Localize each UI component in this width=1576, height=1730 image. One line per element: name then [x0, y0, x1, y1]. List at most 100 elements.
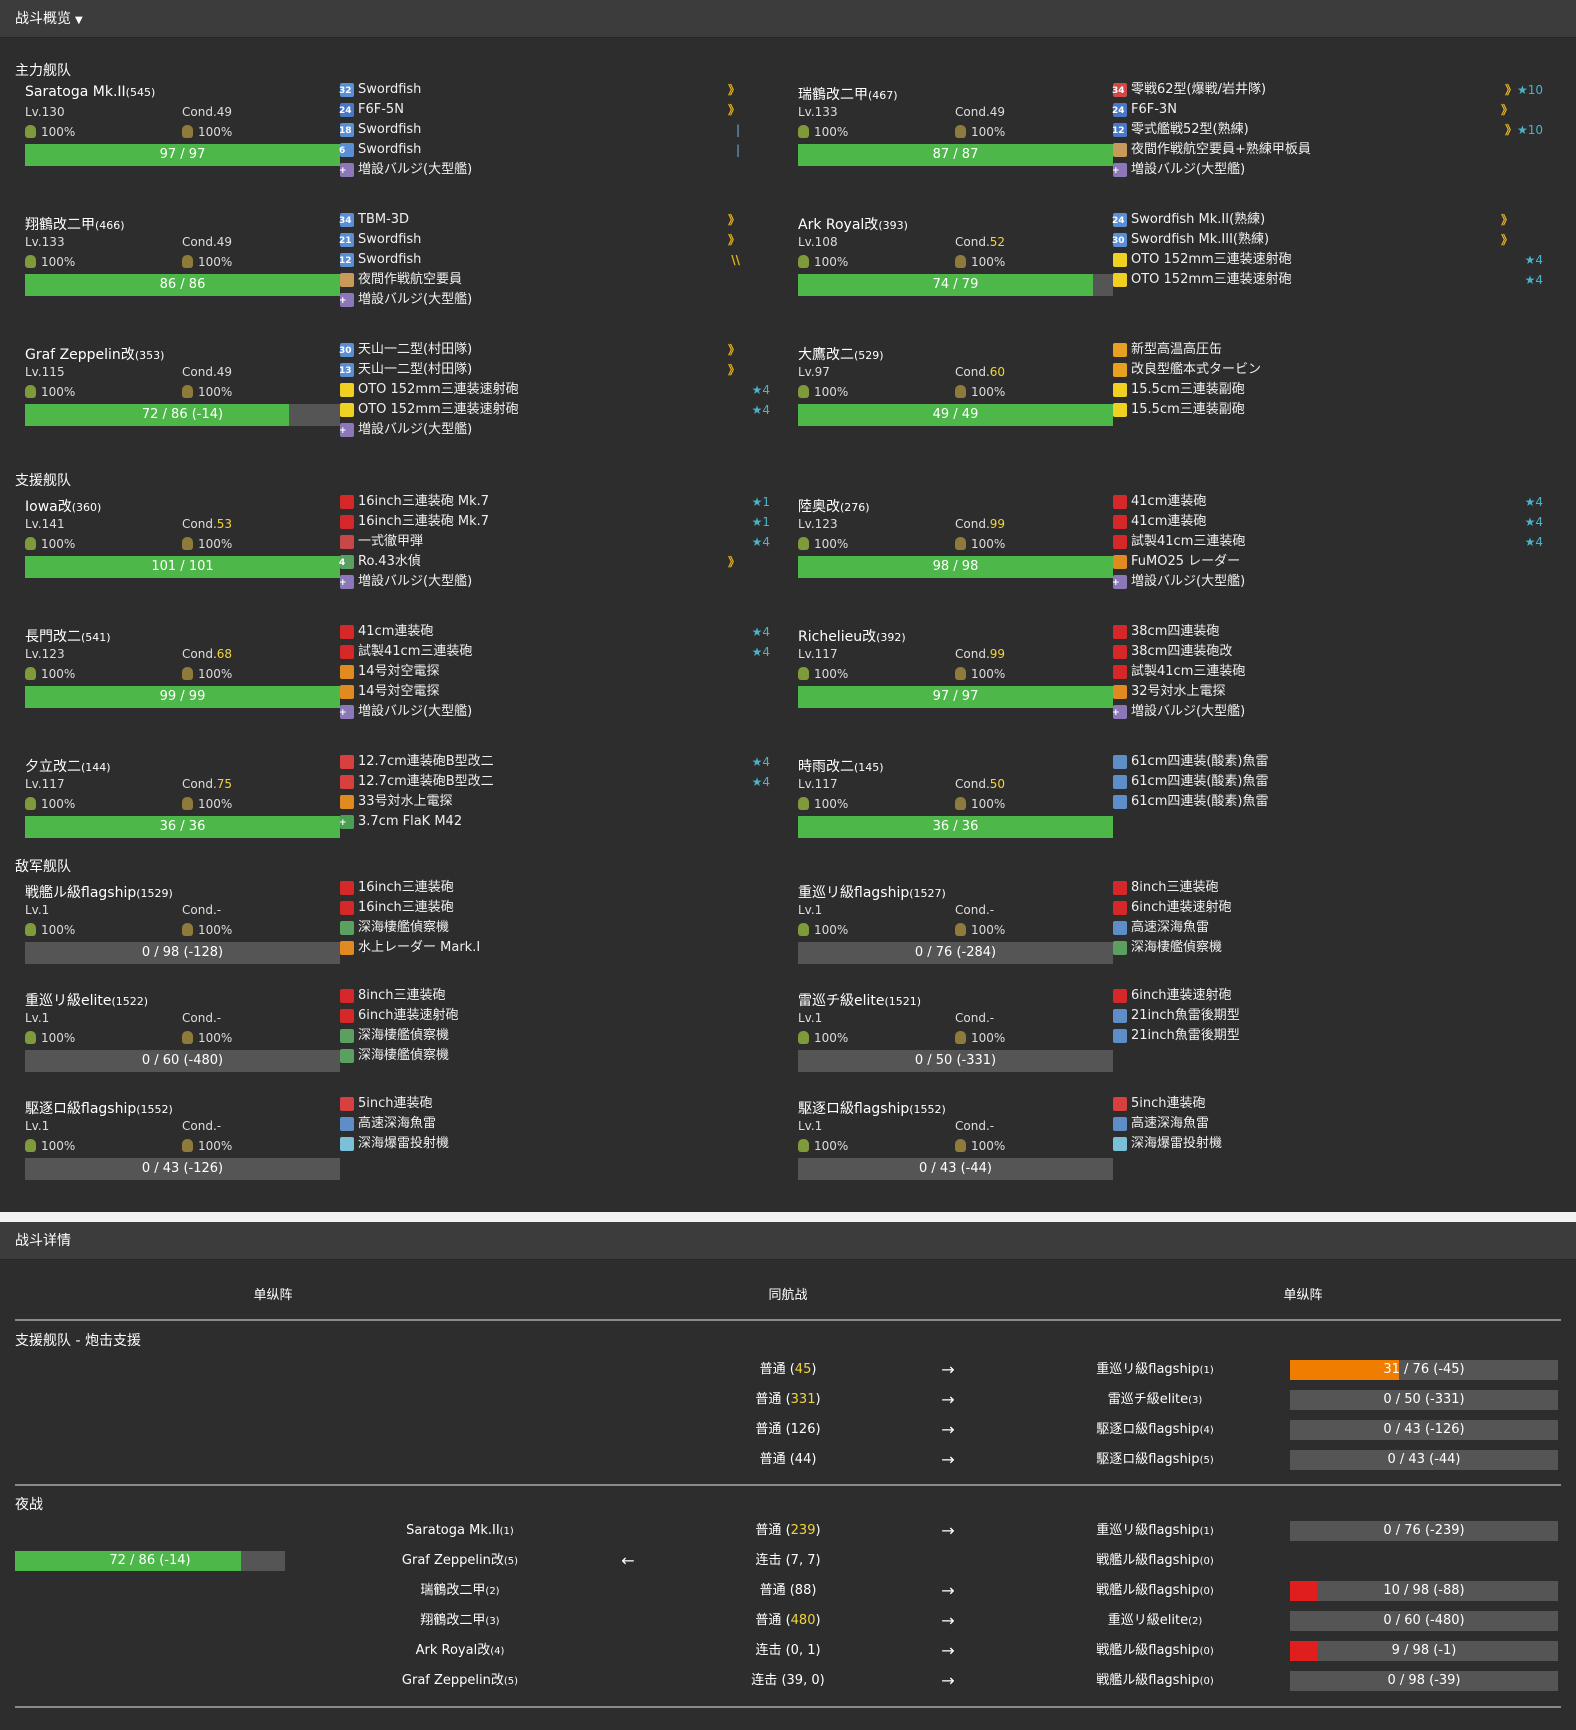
equipment-slot[interactable]: 一式徹甲弾 ★4 — [340, 532, 770, 552]
equipment-slot[interactable]: 13 天山一二型(村田隊) 》 — [339, 360, 770, 380]
overview-header[interactable]: 战斗概览 ▼ — [0, 0, 1576, 38]
equipment-slot[interactable]: OTO 152mm三連装速射砲 ★4 — [340, 400, 770, 420]
equipment-slot[interactable]: 38cm四連装砲 — [1113, 622, 1543, 642]
equipment-slot[interactable]: 12 零式艦戦52型(熟練) 》★10 — [1112, 120, 1543, 140]
equipment-slot[interactable]: 34 TBM-3D 》 — [339, 210, 770, 230]
equipment-slot[interactable]: + 増設バルジ(大型艦) — [339, 702, 770, 722]
equipment-slot[interactable]: + 増設バルジ(大型艦) — [1112, 160, 1543, 180]
equipment-slot[interactable]: 6 Swordfish | — [339, 140, 770, 160]
equipment-slot[interactable]: 水上レーダー Mark.I — [340, 938, 770, 958]
equipment-slot[interactable]: 深海爆雷投射機 — [1113, 1134, 1543, 1154]
equipment-slot[interactable]: 16inch三連装砲 Mk.7 ★1 — [340, 512, 770, 532]
equipment-slot[interactable]: 8inch三連装砲 — [340, 986, 770, 1006]
equipment-slot[interactable]: 16inch三連装砲 Mk.7 ★1 — [340, 492, 770, 512]
equipment-slot[interactable]: 6inch連装速射砲 — [1113, 986, 1543, 1006]
equipment-slot[interactable]: 41cm連装砲 ★4 — [1113, 512, 1543, 532]
equipment-slot[interactable]: 改良型艦本式タービン — [1113, 360, 1543, 380]
equipment-slot[interactable]: OTO 152mm三連装速射砲 ★4 — [1113, 250, 1543, 270]
ship-name[interactable]: 夕立改二(144) — [25, 756, 111, 776]
equipment-slot[interactable]: + 増設バルジ(大型艦) — [339, 160, 770, 180]
ship-name[interactable]: 重巡リ級flagship(1527) — [798, 882, 946, 902]
ship-name[interactable]: Iowa改(360) — [25, 496, 101, 516]
equipment-slot[interactable]: 高速深海魚雷 — [1113, 1114, 1543, 1134]
ship-name[interactable]: Ark Royal改(393) — [798, 214, 908, 234]
equipment-slot[interactable]: 61cm四連装(酸素)魚雷 — [1113, 792, 1543, 812]
equipment-slot[interactable]: 41cm連装砲 ★4 — [340, 622, 770, 642]
equipment-slot[interactable]: 32 Swordfish 》 — [339, 80, 770, 100]
cond-label: Cond. — [955, 235, 990, 249]
details-header[interactable]: 战斗详情 — [0, 1222, 1576, 1260]
equipment-slot[interactable]: 4 Ro.43水偵 》 — [339, 552, 770, 572]
equipment-slot[interactable]: 6inch連装速射砲 — [1113, 898, 1543, 918]
ship-name[interactable]: Richelieu改(392) — [798, 626, 906, 646]
equipment-slot[interactable]: + 増設バルジ(大型艦) — [339, 290, 770, 310]
equipment-slot[interactable]: 16inch三連装砲 — [340, 898, 770, 918]
equipment-slot[interactable]: 15.5cm三連装副砲 — [1113, 400, 1543, 420]
details-title[interactable]: 战斗详情 — [15, 1233, 71, 1249]
ship-name[interactable]: 大鷹改二(529) — [798, 344, 884, 364]
equipment-slot[interactable]: + 増設バルジ(大型艦) — [1112, 572, 1543, 592]
ship-name[interactable]: 駆逐ロ級flagship(1552) — [25, 1098, 173, 1118]
equipment-slot[interactable]: 新型高温高圧缶 — [1113, 340, 1543, 360]
equipment-slot[interactable]: 8inch三連装砲 — [1113, 878, 1543, 898]
equipment-slot[interactable]: 30 天山一二型(村田隊) 》 — [339, 340, 770, 360]
equipment-slot[interactable]: OTO 152mm三連装速射砲 ★4 — [340, 380, 770, 400]
equipment-slot[interactable]: + 増設バルジ(大型艦) — [1112, 702, 1543, 722]
equipment-slot[interactable]: 15.5cm三連装副砲 — [1113, 380, 1543, 400]
equipment-slot[interactable]: 高速深海魚雷 — [1113, 918, 1543, 938]
equipment-slot[interactable]: 深海爆雷投射機 — [340, 1134, 770, 1154]
equipment-slot[interactable]: 21inch魚雷後期型 — [1113, 1006, 1543, 1026]
equipment-slot[interactable]: 夜間作戦航空要員+熟練甲板員 — [1113, 140, 1543, 160]
ship-name[interactable]: 時雨改二(145) — [798, 756, 884, 776]
ship-name[interactable]: Saratoga Mk.II(545) — [25, 84, 155, 100]
equipment-slot[interactable]: 34 零戦62型(爆戦/岩井隊) 》★10 — [1112, 80, 1543, 100]
overview-title[interactable]: 战斗概览 — [15, 11, 71, 27]
ship-name[interactable]: Graf Zeppelin改(353) — [25, 344, 164, 364]
ship-name[interactable]: 陸奥改(276) — [798, 496, 870, 516]
equipment-slot[interactable]: 12 Swordfish \\ — [339, 250, 770, 270]
equipment-slot[interactable]: 深海棲艦偵察機 — [340, 1046, 770, 1066]
equipment-slot[interactable]: 6inch連装速射砲 — [340, 1006, 770, 1026]
equipment-slot[interactable]: FuMO25 レーダー — [1113, 552, 1543, 572]
equipment-slot[interactable]: 41cm連装砲 ★4 — [1113, 492, 1543, 512]
equipment-slot[interactable]: 61cm四連装(酸素)魚雷 — [1113, 772, 1543, 792]
equipment-slot[interactable]: 14号対空電探 — [340, 662, 770, 682]
equipment-slot[interactable]: 32号対水上電探 — [1113, 682, 1543, 702]
equipment-slot[interactable]: 14号対空電探 — [340, 682, 770, 702]
ship-name[interactable]: 駆逐ロ級flagship(1552) — [798, 1098, 946, 1118]
ship-name[interactable]: 雷巡チ級elite(1521) — [798, 990, 921, 1010]
equipment-slot[interactable]: 61cm四連装(酸素)魚雷 — [1113, 752, 1543, 772]
equipment-slot[interactable]: +3.7cm FlaK M42 — [339, 812, 770, 832]
equipment-slot[interactable]: 試製41cm三連装砲 ★4 — [1113, 532, 1543, 552]
equipment-slot[interactable]: 21 Swordfish 》 — [339, 230, 770, 250]
equipment-slot[interactable]: 深海棲艦偵察機 — [340, 1026, 770, 1046]
equipment-slot[interactable]: 16inch三連装砲 — [340, 878, 770, 898]
ship-name[interactable]: 長門改二(541) — [25, 626, 111, 646]
equipment-slot[interactable]: 深海棲艦偵察機 — [1113, 938, 1543, 958]
equipment-slot[interactable]: 33号対水上電探 — [340, 792, 770, 812]
equipment-slot[interactable]: 24 F6F-3N 》 — [1112, 100, 1543, 120]
equipment-slot[interactable]: 深海棲艦偵察機 — [340, 918, 770, 938]
equipment-slot[interactable]: 24 F6F-5N 》 — [339, 100, 770, 120]
equipment-slot[interactable]: 18 Swordfish | — [339, 120, 770, 140]
equipment-slot[interactable]: 試製41cm三連装砲 ★4 — [340, 642, 770, 662]
equipment-slot[interactable]: OTO 152mm三連装速射砲 ★4 — [1113, 270, 1543, 290]
ship-name[interactable]: 重巡リ級elite(1522) — [25, 990, 148, 1010]
equipment-slot[interactable]: 高速深海魚雷 — [340, 1114, 770, 1134]
ship-name[interactable]: 翔鶴改二甲(466) — [25, 214, 125, 234]
equipment-slot[interactable]: 12.7cm連装砲B型改二 ★4 — [340, 772, 770, 792]
equipment-slot[interactable]: 24 Swordfish Mk.II(熟練) 》 — [1112, 210, 1543, 230]
ship-name[interactable]: 戦艦ル級flagship(1529) — [25, 882, 173, 902]
equipment-slot[interactable]: + 増設バルジ(大型艦) — [339, 420, 770, 440]
equipment-slot[interactable]: 試製41cm三連装砲 — [1113, 662, 1543, 682]
ship-name[interactable]: 瑞鶴改二甲(467) — [798, 84, 898, 104]
equipment-slot[interactable]: 21inch魚雷後期型 — [1113, 1026, 1543, 1046]
equipment-slot[interactable]: 12.7cm連装砲B型改二 ★4 — [340, 752, 770, 772]
equipment-slot[interactable]: 5inch連装砲 — [340, 1094, 770, 1114]
equipment-slot[interactable]: 夜間作戦航空要員 — [340, 270, 770, 290]
caret-down-icon[interactable]: ▼ — [75, 15, 83, 26]
equipment-slot[interactable]: 5inch連装砲 — [1113, 1094, 1543, 1114]
equipment-slot[interactable]: + 増設バルジ(大型艦) — [339, 572, 770, 592]
equipment-slot[interactable]: 38cm四連装砲改 — [1113, 642, 1543, 662]
equipment-slot[interactable]: 30 Swordfish Mk.III(熟練) 》 — [1112, 230, 1543, 250]
